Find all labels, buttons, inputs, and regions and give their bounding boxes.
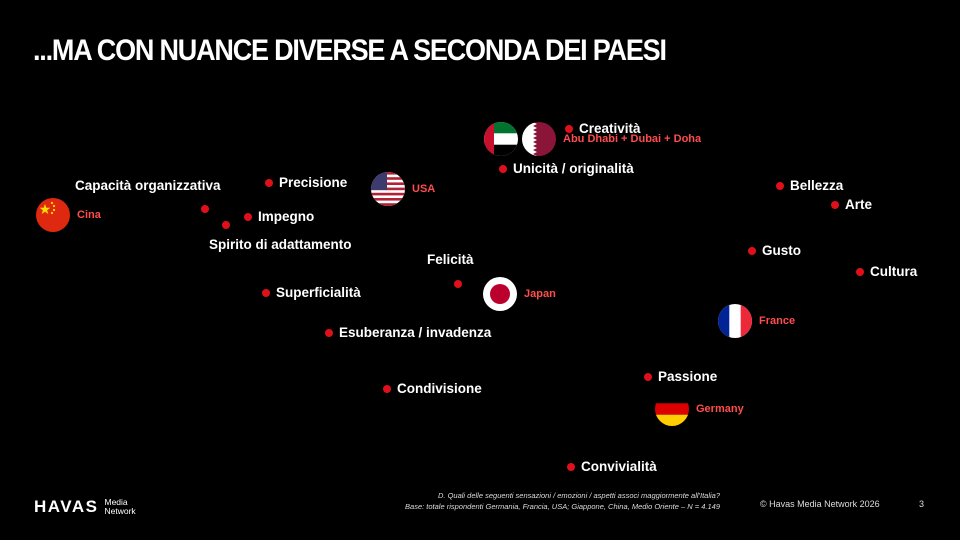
attribute-passione: Passione — [644, 369, 717, 384]
attribute-label: Impegno — [258, 209, 315, 224]
germany-flag-icon — [655, 392, 689, 426]
attribute-felicita-dot — [454, 280, 462, 288]
country-label: USA — [412, 183, 436, 195]
attribute-felicita-label: Felicità — [427, 252, 474, 267]
havas-logo: HAVAS Media Network — [34, 497, 136, 517]
attribute-label: Precisione — [279, 175, 348, 190]
attribute-label: Gusto — [762, 243, 801, 258]
attribute-label: Unicità / originalità — [513, 161, 634, 176]
attribute-convivialita: Convivialità — [567, 459, 657, 474]
point-dot — [644, 372, 652, 381]
attribute-spirito-label: Spirito di adattamento — [209, 237, 352, 252]
attribute-cultura: Cultura — [856, 264, 917, 279]
point-dot — [262, 288, 270, 297]
qatar-flag-icon — [522, 122, 556, 156]
point-dot — [565, 124, 573, 133]
point-dot — [499, 164, 507, 173]
logo-wordmark: HAVAS — [34, 497, 99, 516]
attribute-superficialita: Superficialità — [262, 285, 361, 300]
attribute-label: Superficialità — [276, 285, 361, 300]
france-flag-icon — [718, 304, 752, 338]
attribute-arte: Arte — [831, 197, 872, 212]
point-dot — [383, 384, 391, 393]
country-label: Japan — [524, 288, 556, 300]
country-label: Cina — [77, 209, 101, 221]
country-label: Germany — [696, 403, 744, 415]
country-usa: USA — [371, 172, 435, 206]
point-dot — [567, 462, 575, 471]
attribute-spirito-dot — [222, 221, 230, 229]
attribute-creativita: Creatività — [565, 121, 641, 136]
attribute-label: Esuberanza / invadenza — [339, 325, 492, 340]
attribute-label: Creatività — [579, 121, 641, 136]
attribute-capacita-label: Capacità organizzativa — [75, 178, 221, 193]
logo-subtitle-line: Network — [104, 506, 136, 516]
point-dot — [831, 200, 839, 209]
country-japan: Japan — [483, 277, 556, 311]
attribute-bellezza: Bellezza — [776, 178, 843, 193]
country-china: Cina — [36, 198, 101, 232]
point-dot — [748, 246, 756, 255]
country-label: France — [759, 315, 796, 327]
attribute-label: Cultura — [870, 264, 918, 279]
point-dot — [265, 178, 273, 187]
country-france: France — [718, 304, 795, 338]
uae-flag-icon — [484, 122, 518, 156]
japan-flag-icon — [483, 277, 517, 311]
attribute-precisione: Precisione — [265, 175, 347, 190]
attribute-impegno: Impegno — [244, 209, 314, 224]
country-middle-east: Abu Dhabi + Dubai + Doha — [484, 122, 701, 156]
footnote-base: Base: totale rispondenti Germania, Franc… — [405, 502, 720, 511]
point-dot — [776, 181, 784, 190]
attribute-capacita-dot — [201, 205, 209, 213]
page-number: 3 — [919, 499, 925, 509]
attribute-label: Convivialità — [581, 459, 657, 474]
copyright: © Havas Media Network 2026 — [760, 499, 880, 509]
logo-subtitle-line: Media — [104, 496, 128, 507]
point-dot — [856, 267, 864, 276]
attribute-condivisione: Condivisione — [383, 381, 482, 396]
slide-title: ...MA CON NUANCE DIVERSE A SECONDA DEI P… — [33, 34, 667, 67]
attribute-label: Passione — [658, 369, 718, 384]
footnote-question: D. Quali delle seguenti sensazioni / emo… — [438, 491, 720, 500]
attribute-label: Condivisione — [397, 381, 482, 396]
attribute-gusto: Gusto — [748, 243, 801, 258]
attribute-label: Arte — [845, 197, 873, 212]
usa-flag-icon — [371, 172, 405, 206]
logo-subtitle: Media Network — [104, 496, 136, 517]
country-germany: Germany — [655, 392, 744, 426]
attribute-esuberanza: Esuberanza / invadenza — [325, 325, 491, 340]
point-dot — [244, 212, 252, 221]
china-flag-icon — [36, 198, 70, 232]
point-dot — [325, 328, 333, 337]
footnote: D. Quali delle seguenti sensazioni / emo… — [405, 490, 720, 512]
country-label: Abu Dhabi + Dubai + Doha — [563, 133, 702, 145]
attribute-unicita: Unicità / originalità — [499, 161, 634, 176]
attribute-label: Bellezza — [790, 178, 844, 193]
